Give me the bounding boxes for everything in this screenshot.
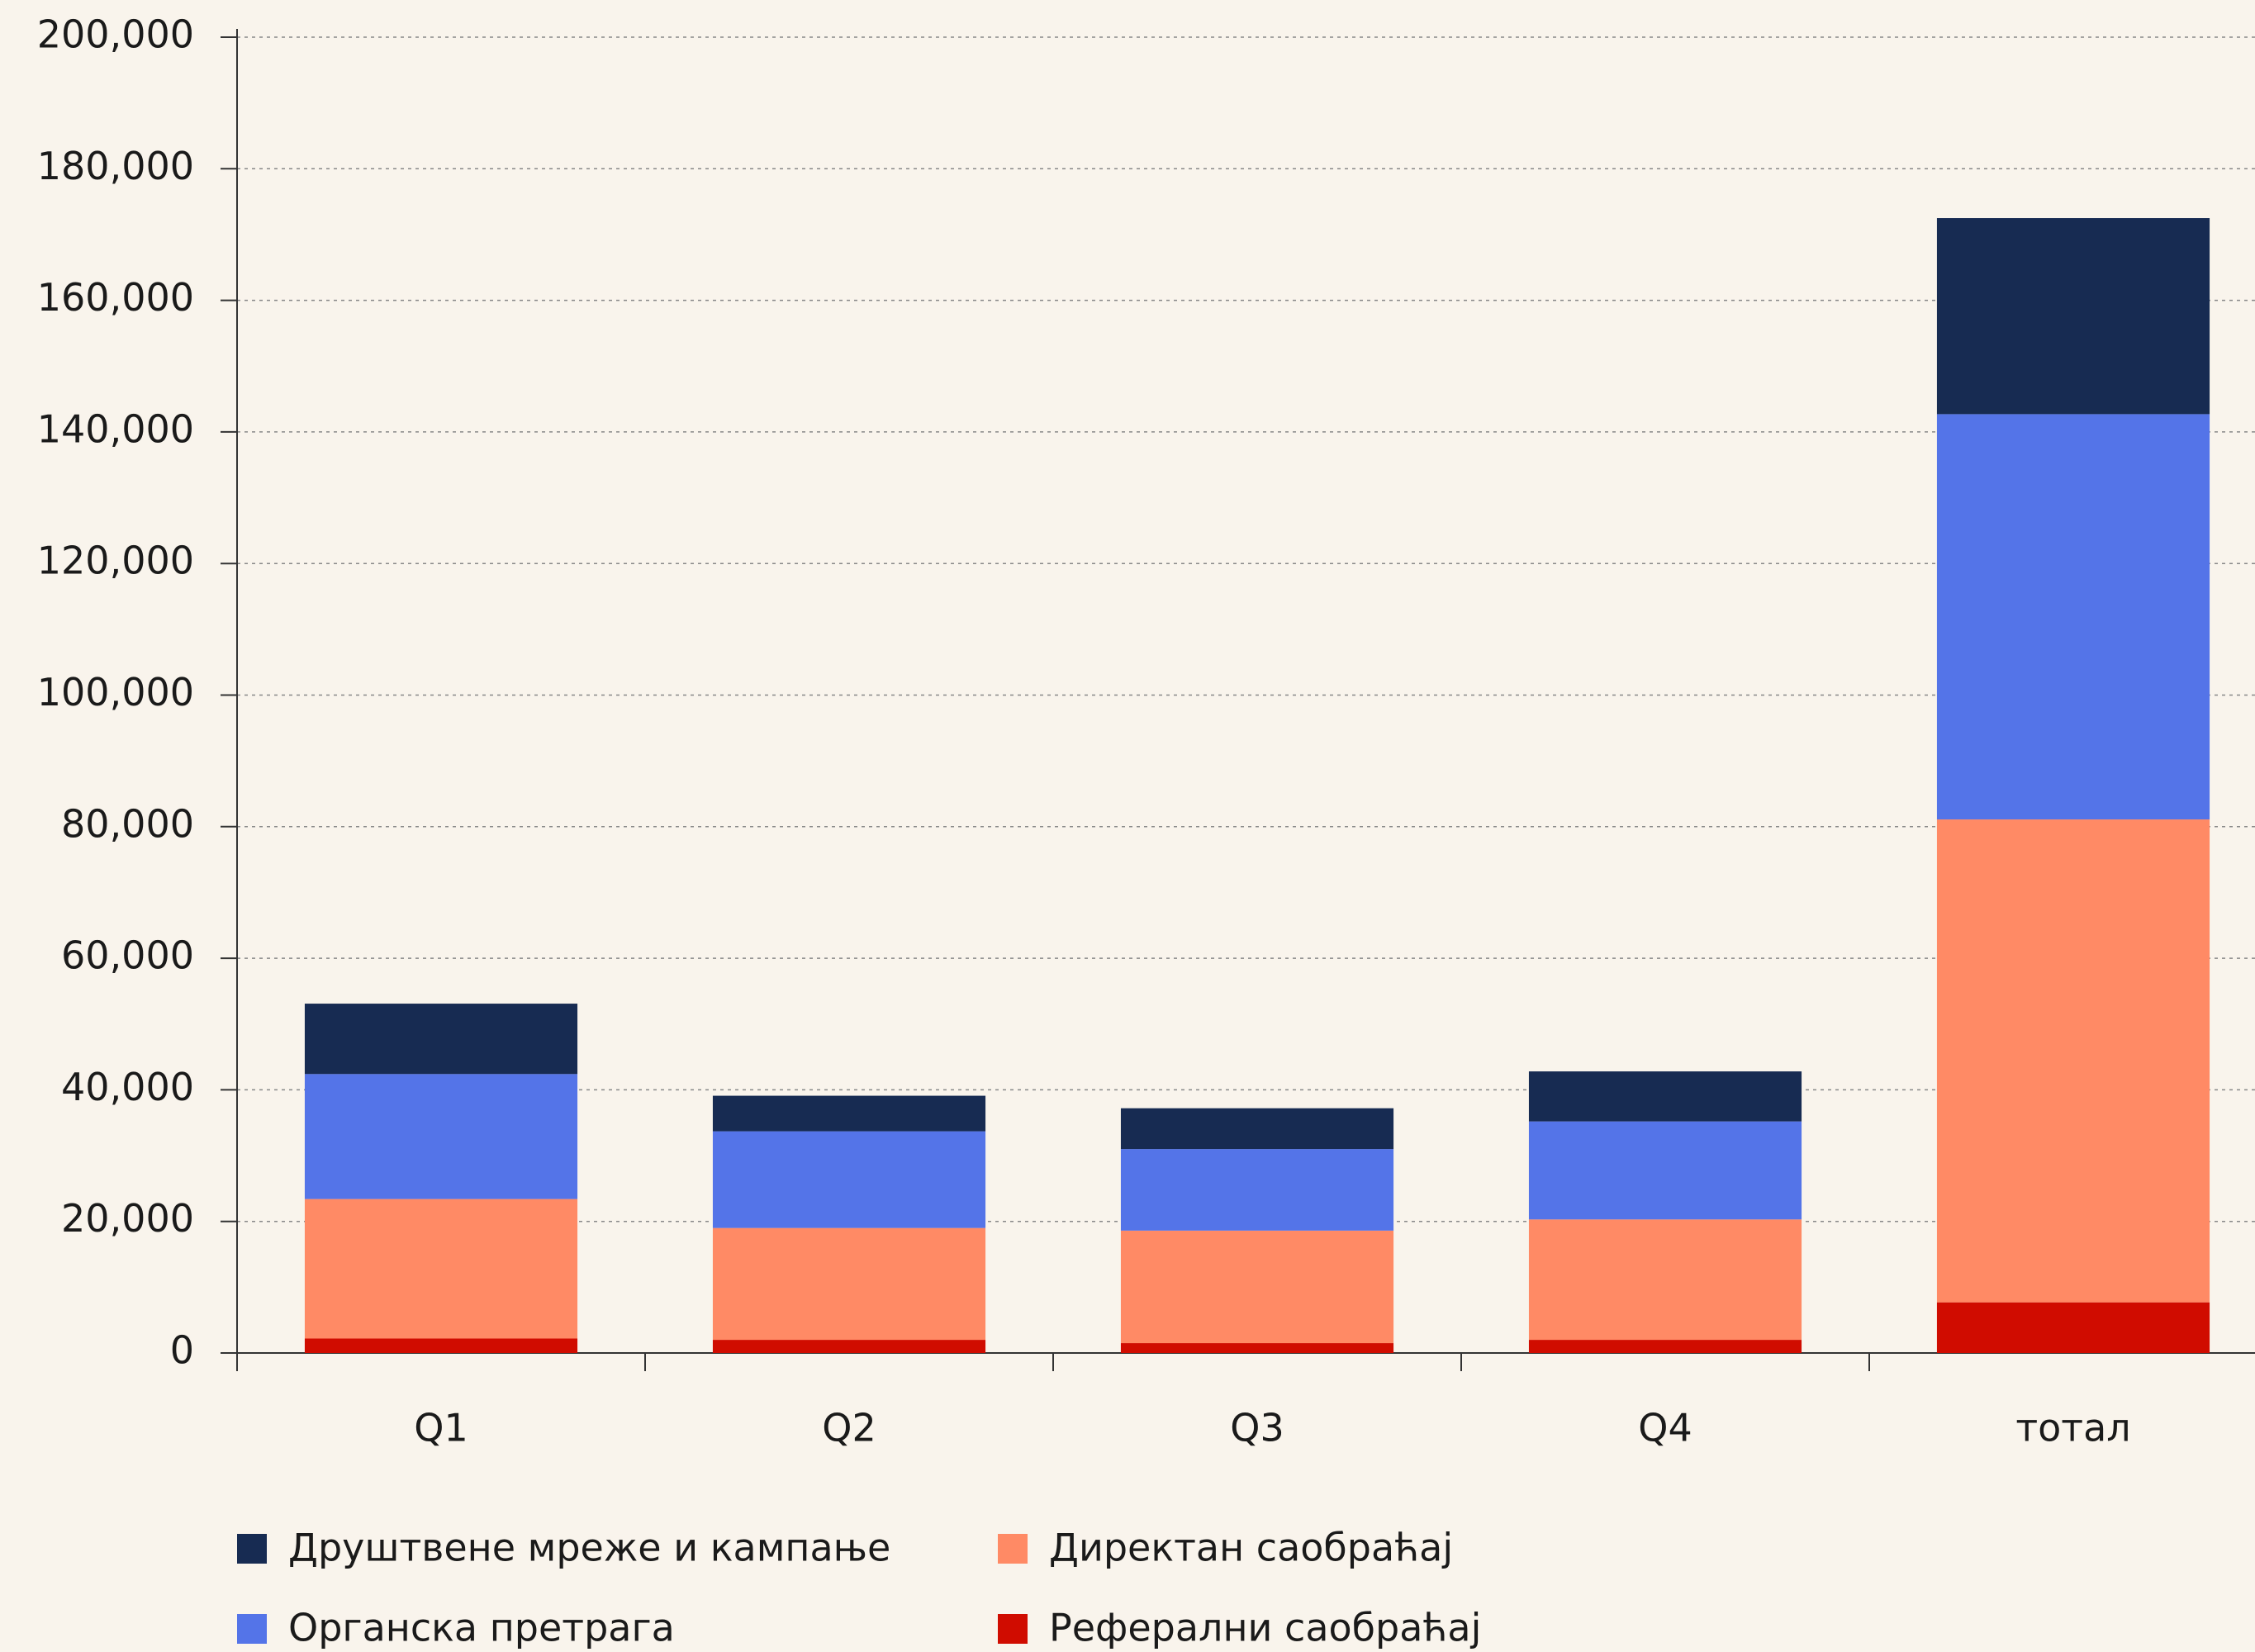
legend-swatch <box>237 1614 267 1644</box>
x-tick-label: Q2 <box>822 1406 876 1450</box>
bar-segment <box>1936 218 2210 415</box>
y-tick-label: 100,000 <box>37 670 194 714</box>
bar-segment <box>1528 1340 1802 1353</box>
bar-segment <box>1120 1108 1394 1150</box>
legend-label: Директан саобраћај <box>1049 1526 1453 1570</box>
bar-segment <box>1528 1219 1802 1341</box>
bar-segment <box>1528 1121 1802 1220</box>
bar-segment <box>304 1004 578 1075</box>
x-tick-label: Q1 <box>414 1406 468 1450</box>
bar-segment <box>1528 1071 1802 1122</box>
y-tick-label: 160,000 <box>37 275 194 320</box>
y-tick-label: 140,000 <box>37 406 194 451</box>
legend-label: Органска претрага <box>288 1606 675 1650</box>
legend-swatch <box>998 1614 1028 1644</box>
y-tick-label: 20,000 <box>61 1196 194 1241</box>
y-tick-label: 200,000 <box>37 12 194 57</box>
x-tick-label: Q3 <box>1230 1406 1284 1450</box>
y-tick-label: 60,000 <box>61 933 194 978</box>
y-tick-label: 120,000 <box>37 539 194 583</box>
bar-segment <box>1120 1343 1394 1353</box>
x-tick-label: тотал <box>2015 1406 2130 1450</box>
bar-segment <box>1120 1230 1394 1344</box>
bar-segment <box>1936 414 2210 820</box>
bar-segment <box>712 1227 986 1341</box>
y-tick-label: 40,000 <box>61 1065 194 1109</box>
y-tick-label: 80,000 <box>61 801 194 846</box>
legend-swatch <box>237 1534 267 1564</box>
y-tick-label: 0 <box>170 1328 194 1373</box>
legend-swatch <box>998 1534 1028 1564</box>
legend-label: Друштвене мреже и кампање <box>288 1526 890 1570</box>
y-tick-label: 180,000 <box>37 144 194 188</box>
bar-segment <box>304 1199 578 1339</box>
bar-segment <box>712 1131 986 1228</box>
x-tick-label: Q4 <box>1638 1406 1692 1450</box>
bar-segment <box>304 1338 578 1353</box>
bar-segment <box>712 1095 986 1132</box>
bar-segment <box>1120 1149 1394 1231</box>
bar-segment <box>712 1340 986 1353</box>
bar-segment <box>304 1074 578 1199</box>
legend-label: Реферални саобраћај <box>1049 1606 1481 1650</box>
bar-segment <box>1936 819 2210 1303</box>
bar-segment <box>1936 1302 2210 1353</box>
